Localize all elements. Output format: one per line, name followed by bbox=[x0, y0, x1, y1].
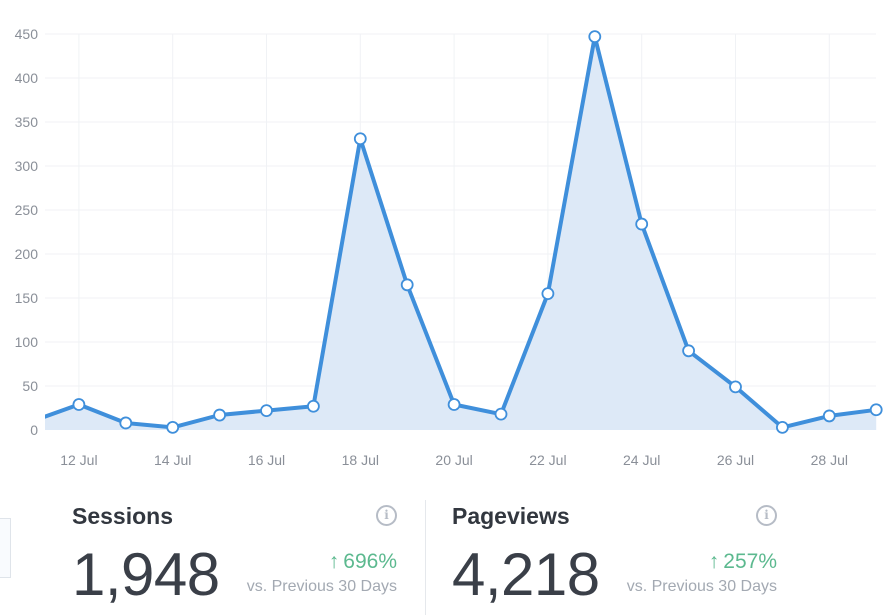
y-tick-label: 0 bbox=[30, 422, 38, 438]
series-area bbox=[45, 36, 877, 430]
sessions-change: ↑ 696% bbox=[329, 550, 397, 574]
info-icon[interactable]: i bbox=[756, 505, 777, 526]
y-tick-label: 200 bbox=[15, 246, 39, 262]
x-tick-label: 14 Jul bbox=[154, 452, 191, 468]
data-point[interactable] bbox=[213, 408, 227, 422]
data-point[interactable] bbox=[541, 287, 555, 301]
pageviews-card: Pageviews i 4,218 ↑ 257% vs. Previous 30 … bbox=[452, 500, 782, 615]
y-tick-label: 150 bbox=[15, 290, 39, 306]
pageviews-change-value: 257% bbox=[723, 550, 777, 573]
y-tick-label: 50 bbox=[22, 378, 38, 394]
sessions-title: Sessions bbox=[72, 503, 173, 529]
sessions-comparison: vs. Previous 30 Days bbox=[246, 578, 397, 595]
data-point[interactable] bbox=[588, 30, 602, 44]
data-point[interactable] bbox=[306, 399, 320, 413]
data-point[interactable] bbox=[822, 409, 836, 423]
chart-point-layer bbox=[72, 30, 883, 434]
data-point[interactable] bbox=[869, 403, 883, 417]
data-point[interactable] bbox=[447, 398, 461, 411]
arrow-up-icon: ↑ bbox=[328, 550, 340, 573]
data-point[interactable] bbox=[166, 420, 180, 434]
chart-area-layer bbox=[45, 36, 877, 430]
sessions-area-chart: 0 50 100 150 200 250 300 350 400 450 12 Jul 14 Jul… bbox=[15, 26, 883, 468]
x-tick-label: 16 Jul bbox=[248, 452, 285, 468]
data-point[interactable] bbox=[682, 344, 695, 358]
pageviews-title: Pageviews bbox=[452, 503, 570, 529]
data-point[interactable] bbox=[494, 407, 508, 421]
y-tick-label: 450 bbox=[15, 26, 39, 42]
pageviews-comparison: vs. Previous 30 Days bbox=[626, 578, 777, 595]
pageviews-change: ↑ 257% bbox=[709, 550, 777, 574]
data-point[interactable] bbox=[400, 278, 414, 292]
data-point[interactable] bbox=[260, 404, 273, 418]
x-tick-label: 24 Jul bbox=[623, 452, 660, 468]
sessions-change-value: 696% bbox=[343, 550, 397, 573]
data-point[interactable] bbox=[776, 420, 789, 434]
x-tick-label: 18 Jul bbox=[342, 452, 379, 468]
sessions-value: 1,948 bbox=[72, 541, 220, 608]
x-tick-label: 26 Jul bbox=[717, 452, 754, 468]
y-tick-label: 100 bbox=[15, 334, 39, 350]
chart-grid bbox=[45, 33, 876, 430]
data-point[interactable] bbox=[72, 398, 86, 411]
x-tick-label: 22 Jul bbox=[529, 452, 566, 468]
y-axis-ticks: 0 50 100 150 200 250 300 350 400 450 bbox=[15, 26, 39, 438]
info-icon[interactable]: i bbox=[376, 505, 397, 526]
y-tick-label: 350 bbox=[15, 114, 39, 130]
y-tick-label: 400 bbox=[15, 70, 39, 86]
y-tick-label: 250 bbox=[15, 202, 39, 218]
data-point[interactable] bbox=[729, 380, 742, 394]
data-point[interactable] bbox=[635, 217, 649, 231]
x-tick-label: 12 Jul bbox=[60, 452, 97, 468]
data-point[interactable] bbox=[119, 416, 133, 430]
card-divider bbox=[425, 500, 426, 615]
sessions-card: Sessions i 1,948 ↑ 696% vs. Previous 30 D… bbox=[72, 500, 402, 615]
side-panel-edge bbox=[0, 518, 11, 578]
x-axis-ticks: 12 Jul 14 Jul 16 Jul 18 Jul 20 Jul 22 Jul 24 J… bbox=[60, 452, 848, 468]
y-tick-label: 300 bbox=[15, 158, 39, 174]
arrow-up-icon: ↑ bbox=[708, 550, 720, 573]
data-point[interactable] bbox=[353, 132, 367, 146]
pageviews-value: 4,218 bbox=[452, 541, 600, 608]
x-tick-label: 28 Jul bbox=[811, 452, 848, 468]
x-tick-label: 20 Jul bbox=[435, 452, 472, 468]
